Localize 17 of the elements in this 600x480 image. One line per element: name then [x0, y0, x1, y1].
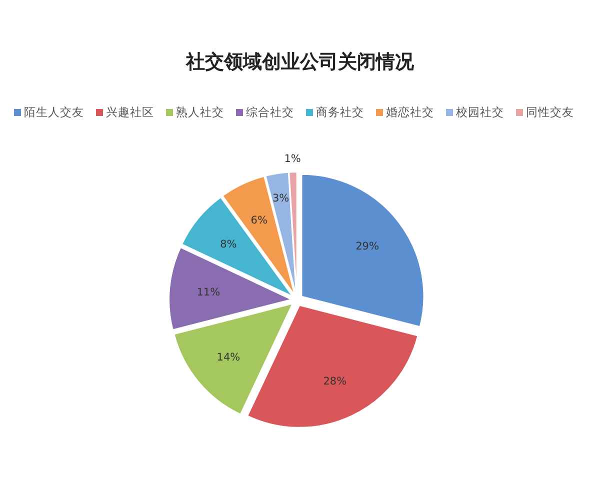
legend-label: 综合社交 [246, 105, 294, 119]
data-label: 1% [284, 153, 301, 166]
legend-label: 同性交友 [526, 105, 574, 119]
data-label: 29% [356, 240, 379, 252]
data-label: 28% [323, 375, 347, 388]
data-label: 3% [272, 192, 290, 205]
legend-label: 校园社交 [455, 105, 504, 119]
data-label: 6% [250, 214, 268, 227]
legend-label: 婚恋社交 [386, 105, 434, 119]
data-label: 11% [196, 286, 220, 299]
legend-label: 熟人社交 [176, 105, 224, 119]
legend-label: 兴趣社区 [106, 105, 154, 119]
legend-label: 陌生人交友 [24, 105, 84, 119]
data-label: 14% [216, 352, 240, 364]
chart-title: 社交领域创业公司关闭情况 [185, 51, 415, 73]
data-label: 8% [220, 238, 237, 250]
legend-label: 商务社交 [316, 105, 364, 119]
